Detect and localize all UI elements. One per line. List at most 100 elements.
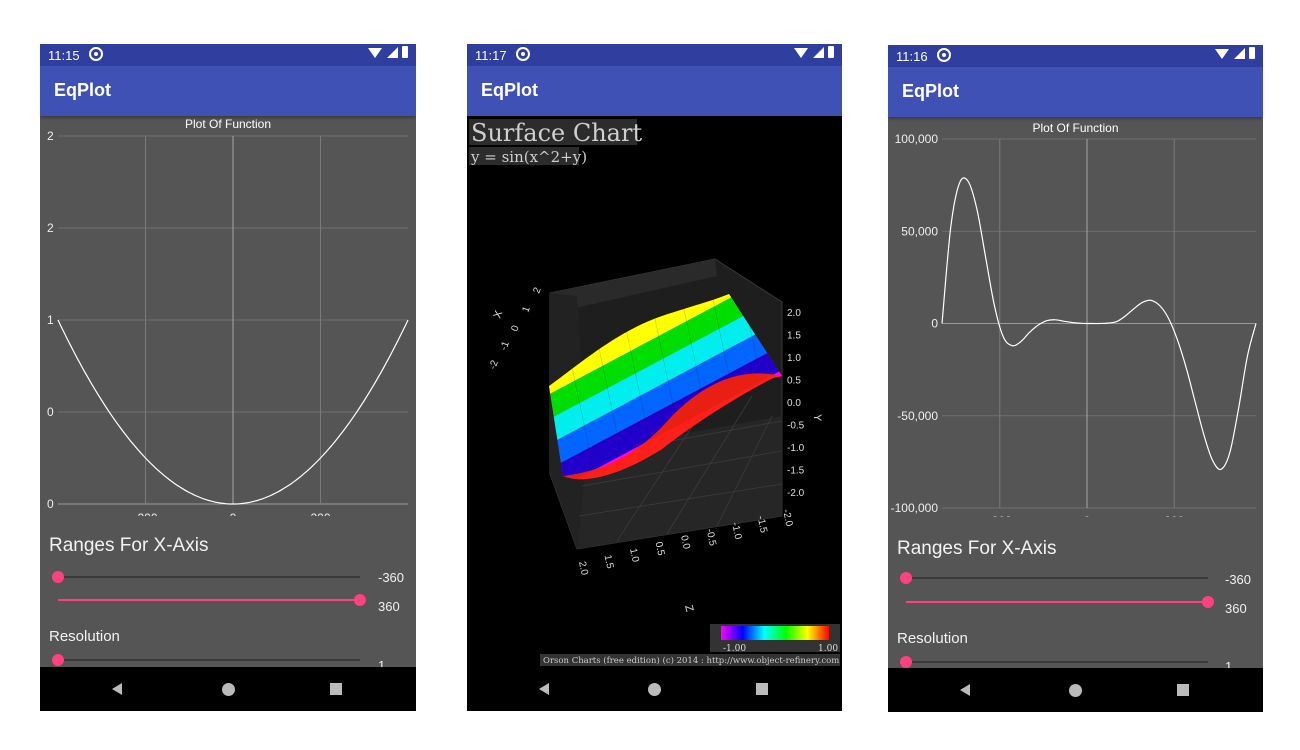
z-axis-label: Z — [682, 604, 695, 614]
z-tick-label: -0.5 — [704, 528, 718, 548]
x-tick-label: 2 — [531, 286, 543, 295]
home-icon[interactable] — [648, 683, 661, 696]
y-tick-label: 0 — [931, 317, 938, 331]
status-time: 11:15 — [48, 48, 80, 63]
y-tick-label: -50,000 — [897, 409, 938, 423]
x-max-slider[interactable] — [906, 596, 1214, 608]
x-min-slider-thumb[interactable] — [52, 571, 64, 583]
x-max-value: 360 — [378, 599, 400, 614]
y-tick-label: 1 — [47, 313, 54, 327]
y-tick-label: -2.0 — [787, 488, 805, 499]
y-tick-label: -100,000 — [891, 501, 939, 515]
y-tick-label: 1.0 — [787, 353, 801, 364]
function-curve — [941, 177, 1257, 471]
z-tick-label: 1.5 — [602, 554, 616, 570]
z-tick-label: 0.0 — [678, 534, 692, 550]
app-bar: EqPlot — [467, 66, 842, 116]
ranges-title: Ranges For X-Axis — [49, 535, 209, 556]
home-icon[interactable] — [222, 683, 235, 696]
navigation-bar — [40, 667, 416, 711]
status-bar: 11:17 — [467, 44, 842, 66]
resolution-slider-thumb[interactable] — [900, 656, 912, 668]
surface-chart-title: Surface Chart — [471, 119, 642, 147]
surface-chart: Surface Chart y = sin(x^2+y) — [469, 119, 840, 666]
chart-credit: Orson Charts (free edition) (c) 2014 : h… — [543, 655, 839, 666]
signal-icon — [813, 47, 824, 58]
app-bar: EqPlot — [40, 66, 416, 116]
resolution-value: 1 — [1225, 659, 1233, 674]
color-legend-bar — [721, 626, 829, 640]
home-icon[interactable] — [1069, 684, 1082, 697]
z-tick-label: -1.0 — [729, 521, 743, 541]
battery-icon — [828, 46, 834, 58]
z-tick-label: 0.5 — [653, 541, 667, 557]
status-bar: 11:16 — [888, 45, 1263, 67]
y-tick-label: 2 — [47, 221, 54, 235]
y-tick-label: 0 — [47, 497, 54, 511]
color-legend-min: -1.00 — [723, 644, 746, 654]
y-tick-label: 50,000 — [901, 224, 938, 238]
chart-title: Plot Of Function — [1032, 121, 1119, 135]
battery-icon — [1249, 47, 1255, 59]
x-tick-label: 0 — [1084, 514, 1091, 517]
x-min-value: -360 — [1225, 572, 1252, 587]
y-tick-label: 0.0 — [787, 398, 801, 409]
back-icon[interactable] — [539, 683, 549, 695]
resolution-slider[interactable] — [52, 654, 360, 666]
y-tick-label: 2.0 — [787, 308, 801, 319]
notification-icon — [516, 47, 530, 61]
x-tick-label: -200 — [988, 514, 1012, 517]
ranges-title: Ranges For X-Axis — [897, 538, 1057, 559]
surface-mesh — [549, 294, 782, 480]
x-max-slider-thumb[interactable] — [354, 594, 366, 606]
app-bar: EqPlot — [888, 67, 1263, 117]
x-min-slider[interactable] — [52, 571, 360, 583]
recents-icon[interactable] — [1177, 684, 1189, 696]
app-title: EqPlot — [902, 81, 959, 101]
function-curve — [57, 319, 409, 505]
phone-screen-3: 11:16 EqPlot Plot Of Function 100,000 50,… — [888, 45, 1263, 712]
x-axis-label: X — [492, 308, 506, 320]
x-max-slider[interactable] — [58, 594, 366, 606]
app-title: EqPlot — [481, 80, 538, 100]
color-legend-max: 1.00 — [818, 644, 838, 654]
x-min-slider[interactable] — [900, 572, 1208, 584]
y-tick-label: 0.5 — [787, 376, 801, 387]
resolution-slider[interactable] — [900, 656, 1208, 668]
back-icon[interactable] — [112, 683, 122, 695]
x-min-value: -360 — [378, 570, 405, 585]
navigation-bar — [888, 668, 1263, 712]
recents-icon[interactable] — [330, 683, 342, 695]
status-time: 11:16 — [896, 49, 928, 64]
y-tick-label: -1.5 — [787, 466, 805, 477]
navigation-bar — [467, 667, 842, 711]
wifi-icon — [794, 48, 808, 58]
x-tick-label: -200 — [133, 511, 157, 516]
x-tick-label: 200 — [310, 511, 330, 516]
battery-icon — [402, 46, 408, 58]
x-min-slider-thumb[interactable] — [900, 572, 912, 584]
signal-icon — [1234, 48, 1245, 59]
y-tick-label: -1.0 — [787, 443, 805, 454]
resolution-title: Resolution — [49, 628, 120, 645]
back-icon[interactable] — [960, 684, 970, 696]
y-tick-label: 1.5 — [787, 331, 801, 342]
wifi-icon — [368, 48, 382, 58]
x-max-slider-thumb[interactable] — [1202, 596, 1214, 608]
x-max-value: 360 — [1225, 601, 1247, 616]
x-tick-label: 0 — [509, 324, 521, 333]
z-tick-label: -1.5 — [755, 515, 769, 535]
status-time: 11:17 — [475, 48, 507, 63]
resolution-slider-thumb[interactable] — [52, 654, 64, 666]
z-tick-label: 2.0 — [576, 560, 590, 576]
resolution-title: Resolution — [897, 630, 968, 647]
recents-icon[interactable] — [756, 683, 768, 695]
signal-icon — [387, 47, 398, 58]
x-tick-label: -1 — [498, 339, 512, 352]
surface-chart-subtitle: y = sin(x^2+y) — [470, 148, 587, 166]
y-tick-label: 0 — [47, 405, 54, 419]
phone-screen-2: 11:17 EqPlot Surface Chart y = sin(x^2+y… — [467, 44, 842, 711]
function-plot-chart: 100,000 50,000 0 -50,000 -100,000 -200 0 200 — [891, 132, 1257, 517]
y-axis-label: Y — [811, 414, 823, 422]
x-tick-label: 200 — [1164, 514, 1184, 517]
